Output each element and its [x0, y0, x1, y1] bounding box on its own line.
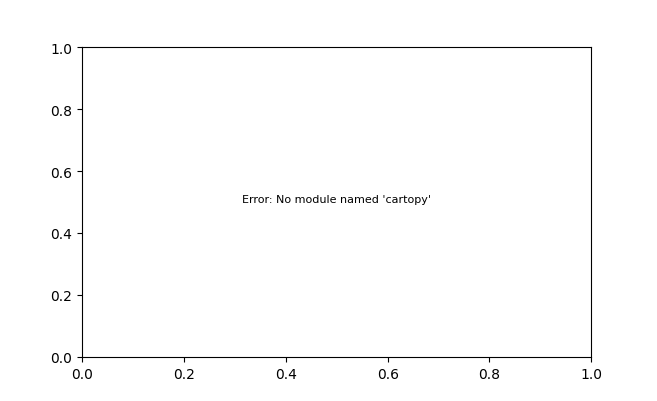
Text: Error: No module named 'cartopy': Error: No module named 'cartopy'	[242, 194, 431, 205]
